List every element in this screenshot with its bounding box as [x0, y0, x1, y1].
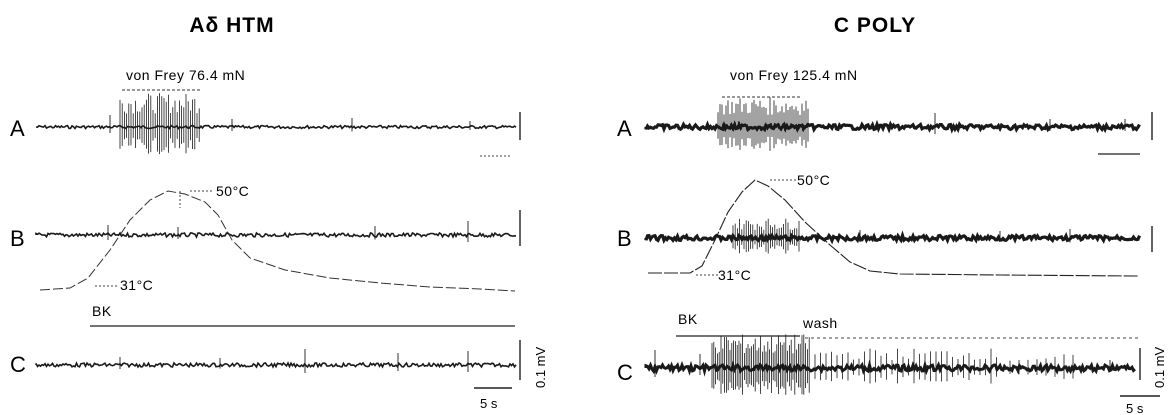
row-label-b-right: B [617, 226, 632, 251]
voltage-scale-label-right: 0.1 mV [1152, 346, 1167, 388]
row-label-a-left: A [10, 116, 25, 141]
row-label-a-right: A [617, 116, 632, 141]
panel-title-right: C POLY [834, 14, 916, 37]
panel-right: C POLY A von Frey 125.4 mN B 50°C 31°C B… [617, 14, 1167, 415]
trace-c-right [644, 334, 1136, 395]
trace-a-right [644, 97, 1141, 151]
trace-a-left [35, 93, 517, 155]
peak-temp-label-left: 50°C [216, 183, 249, 199]
panel-title-left: Aδ HTM [189, 14, 274, 37]
peak-temp-label-right: 50°C [797, 172, 830, 188]
voltage-scale-label-left: 0.1 mV [533, 346, 548, 388]
drug-label-left: BK [92, 303, 112, 319]
trace-b-left [35, 221, 517, 242]
base-temp-label-right: 31°C [718, 267, 751, 283]
row-label-c-left: C [10, 352, 26, 377]
trace-b-right [644, 218, 1141, 254]
temperature-curve-right [648, 179, 1139, 277]
time-scale-label-left: 5 s [480, 396, 498, 411]
trace-c-left [35, 349, 517, 373]
base-temp-label-left: 31°C [120, 277, 153, 293]
stimulus-label-right: von Frey 125.4 mN [730, 67, 858, 83]
stimulus-label-left: von Frey 76.4 mN [126, 67, 245, 83]
row-label-c-right: C [617, 360, 633, 385]
drug-label-right: BK [678, 311, 698, 327]
row-label-b-left: B [10, 226, 25, 251]
temperature-curve-left [39, 190, 516, 292]
wash-label-right: wash [802, 315, 838, 331]
time-scale-label-right: 5 s [1126, 401, 1144, 415]
panel-left: Aδ HTM A von Frey 76.4 mN B 50°C 31°C BK… [10, 14, 548, 411]
